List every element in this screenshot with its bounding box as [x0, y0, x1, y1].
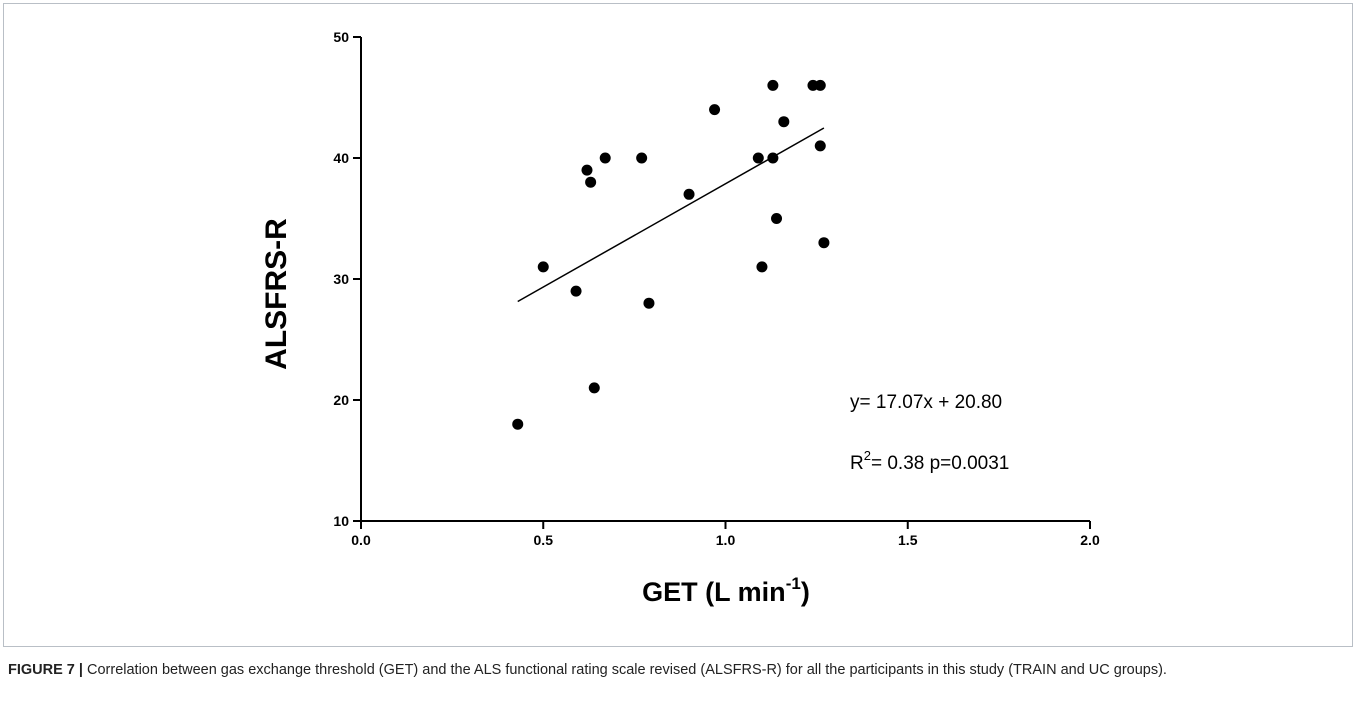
figure-caption: FIGURE 7 | Correlation between gas excha… — [8, 660, 1348, 680]
data-point — [752, 152, 764, 164]
r2-superscript: 2 — [864, 448, 871, 463]
y-tick-label: 30 — [333, 271, 349, 287]
data-point — [537, 261, 549, 273]
data-point — [683, 188, 695, 200]
r-squared-annotation: R2= 0.38 p=0.0031 — [850, 448, 1009, 474]
x-tick-label: 1.5 — [898, 532, 918, 548]
data-point — [818, 237, 830, 249]
data-point — [570, 285, 582, 297]
data-point — [636, 152, 648, 164]
data-point — [814, 140, 826, 152]
x-axis-label-close: ) — [801, 577, 810, 607]
data-point — [756, 261, 768, 273]
data-point — [771, 213, 783, 224]
x-axis-label-main: GET (L min — [642, 577, 786, 607]
data-point — [643, 297, 655, 309]
y-tick-label: 20 — [333, 392, 349, 408]
y-axis-ticks: 10 20 30 40 50 — [333, 29, 361, 529]
x-tick-label: 0.5 — [534, 532, 554, 548]
data-point — [581, 164, 593, 176]
figure-caption-label: FIGURE 7 | — [8, 662, 83, 678]
data-point — [512, 418, 524, 430]
data-point — [778, 116, 790, 128]
data-points — [512, 79, 830, 430]
data-point — [588, 382, 600, 394]
x-axis-label: GET (L min-1) — [642, 574, 810, 607]
figure-frame: 10 20 30 40 50 0.0 0.5 1.0 1.5 2.0 y= 17.07x + 2… — [3, 3, 1353, 647]
figure-caption-text: Correlation between gas exchange thresho… — [82, 662, 1167, 678]
y-tick-label: 50 — [333, 29, 349, 45]
r2-prefix: R — [850, 453, 864, 474]
y-tick-label: 10 — [333, 513, 349, 529]
data-point — [599, 152, 611, 164]
y-axis-label: ALSFRS-R — [260, 218, 293, 370]
x-tick-label: 2.0 — [1080, 532, 1100, 548]
data-point — [767, 152, 779, 164]
x-tick-label: 0.0 — [351, 532, 371, 548]
y-tick-label: 40 — [333, 150, 349, 166]
regression-equation: y= 17.07x + 20.80 — [850, 392, 1002, 413]
x-axis-ticks: 0.0 0.5 1.0 1.5 2.0 — [351, 521, 1100, 548]
r2-rest: = 0.38 p=0.0031 — [871, 453, 1009, 474]
data-point — [709, 104, 721, 116]
scatter-chart: 10 20 30 40 50 0.0 0.5 1.0 1.5 2.0 y= 17.07x + 2… — [260, 29, 1100, 607]
x-tick-label: 1.0 — [716, 532, 736, 548]
data-point — [585, 176, 597, 188]
data-point — [767, 79, 779, 91]
data-point — [814, 79, 826, 91]
x-axis-label-superscript: -1 — [786, 574, 801, 593]
